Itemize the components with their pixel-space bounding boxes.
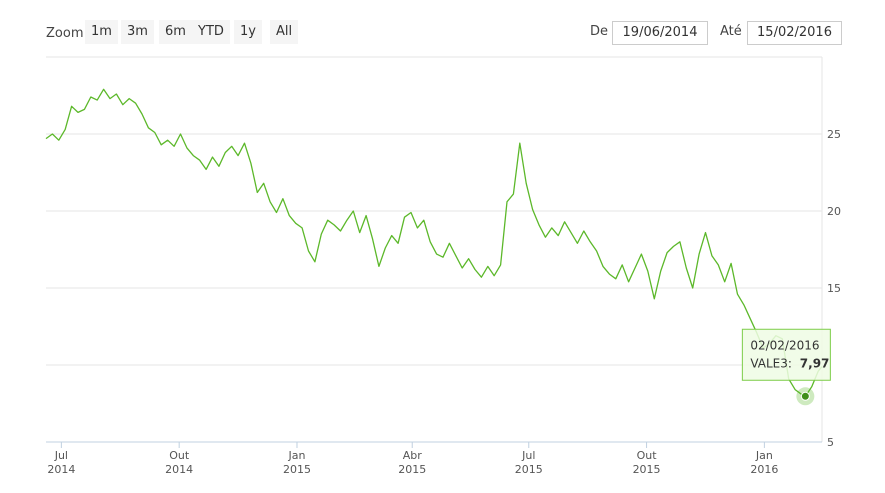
to-date-input[interactable]: 15/02/2016 xyxy=(747,21,842,45)
x-tick-label-year: 2015 xyxy=(398,463,426,476)
x-tick-label-month: Out xyxy=(637,449,658,462)
zoom-1y-button[interactable]: 1y xyxy=(234,20,262,44)
from-date-input[interactable]: 19/06/2014 xyxy=(612,21,708,45)
zoom-all-button[interactable]: All xyxy=(270,20,299,44)
tooltip-value-line: VALE3: 7,97 xyxy=(750,356,829,370)
x-tick-label-year: 2014 xyxy=(47,463,75,476)
x-tick-label-month: Jan xyxy=(755,449,773,462)
x-tick-label-month: Jul xyxy=(54,449,68,462)
y-tick-label: 15 xyxy=(827,282,841,295)
x-tick-label-year: 2014 xyxy=(165,463,193,476)
y-tick-label: 5 xyxy=(827,436,834,449)
tooltip-box xyxy=(741,328,831,381)
to-date-label: Até xyxy=(720,24,742,39)
x-tick-label-year: 2016 xyxy=(750,463,778,476)
zoom-3m-button[interactable]: 3m xyxy=(121,20,154,44)
from-date-label: De xyxy=(590,24,609,39)
zoom-6m-button[interactable]: 6m xyxy=(159,20,192,44)
tooltip-date: 02/02/2016 xyxy=(750,338,819,352)
y-axis: 5 15 20 25 xyxy=(827,128,841,449)
x-tick-label-month: Jul xyxy=(521,449,535,462)
tooltip: 02/02/2016 VALE3: 7,97 xyxy=(741,328,831,381)
x-tick-label-year: 2015 xyxy=(515,463,543,476)
zoom-label: Zoom xyxy=(46,26,84,41)
y-tick-label: 25 xyxy=(827,128,841,141)
zoom-ytd-button[interactable]: YTD xyxy=(192,20,230,44)
x-tick-label-year: 2015 xyxy=(633,463,661,476)
zoom-1m-button[interactable]: 1m xyxy=(85,20,118,44)
x-tick-label-year: 2015 xyxy=(283,463,311,476)
x-tick-label-month: Jan xyxy=(287,449,305,462)
series-line[interactable] xyxy=(45,88,823,397)
y-tick-label: 20 xyxy=(827,205,841,218)
x-tick-label-month: Abr xyxy=(403,449,423,462)
x-axis: Jul2014Out2014Jan2015Abr2015Jul2015Out20… xyxy=(46,441,822,476)
tooltip-value: 7,97 xyxy=(800,356,830,370)
tooltip-series-label: VALE3: xyxy=(750,356,792,370)
x-tick-label-month: Out xyxy=(169,449,190,462)
toolbar: Zoom 1m 3m 6m YTD 1y All De 19/06/2014 A… xyxy=(0,0,885,50)
hover-point[interactable] xyxy=(800,391,810,401)
series-vale3[interactable] xyxy=(45,88,823,406)
